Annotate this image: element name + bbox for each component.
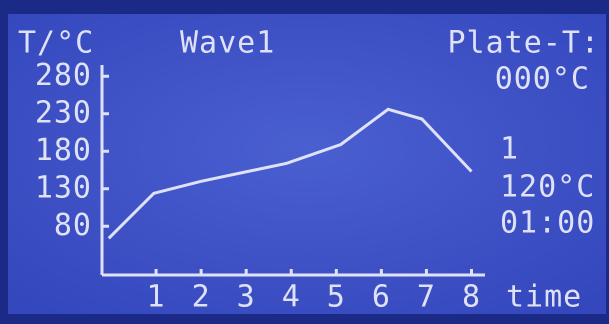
x-tick-label: 1 bbox=[147, 280, 166, 315]
status-text: Plate-T: bbox=[448, 26, 601, 61]
x-tick-label: 7 bbox=[417, 280, 436, 315]
status-text: 000°C bbox=[495, 62, 590, 97]
x-tick-label: 5 bbox=[327, 280, 346, 315]
lcd-screen: T/°C Wave1 time 8013018023028012345678Pl… bbox=[0, 0, 609, 320]
x-tick-label: 3 bbox=[237, 280, 256, 315]
y-axis-label: T/°C bbox=[18, 26, 94, 61]
y-tick-label: 280 bbox=[35, 58, 92, 93]
status-text: 01:00 bbox=[500, 206, 595, 241]
x-tick-label: 6 bbox=[372, 280, 391, 315]
x-axis-label: time bbox=[506, 280, 582, 315]
y-tick-label: 180 bbox=[35, 133, 92, 168]
x-tick-label: 2 bbox=[192, 280, 211, 315]
x-tick-label: 4 bbox=[282, 280, 301, 315]
status-text: 120°C bbox=[500, 170, 595, 205]
y-tick-label: 80 bbox=[54, 208, 92, 243]
y-tick-label: 130 bbox=[35, 170, 92, 205]
status-text: 1 bbox=[500, 132, 519, 167]
x-tick-label: 8 bbox=[462, 280, 481, 315]
chart-title: Wave1 bbox=[180, 26, 275, 61]
y-tick-label: 230 bbox=[35, 95, 92, 130]
